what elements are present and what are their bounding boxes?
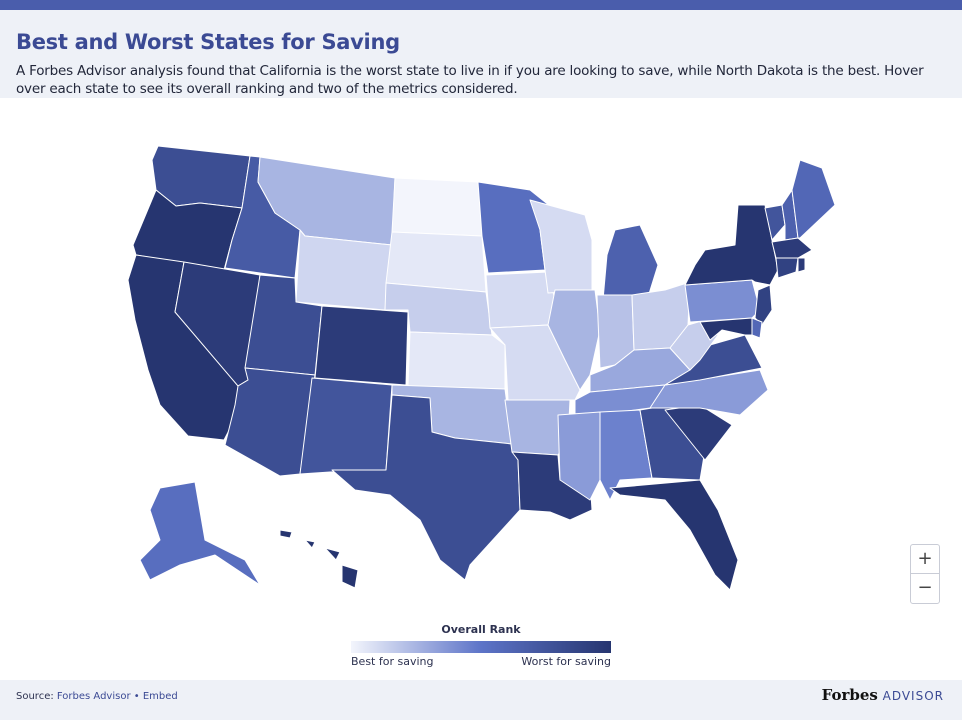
footer — [0, 680, 962, 720]
zoom-in-button[interactable]: + — [917, 548, 933, 569]
legend-gradient — [351, 641, 611, 653]
state-il[interactable] — [547, 289, 601, 391]
state-nc[interactable] — [649, 369, 769, 416]
source-line: Source: Forbes Advisor • Embed — [16, 691, 178, 702]
zoom-divider — [911, 573, 939, 574]
state-hi[interactable] — [279, 529, 359, 589]
brand-main: Forbes — [821, 686, 878, 704]
legend-title: Overall Rank — [441, 623, 521, 636]
header: Best and Worst States for Saving A Forbe… — [0, 10, 962, 98]
state-ct[interactable] — [775, 257, 799, 279]
legend-high-label: Worst for saving — [521, 655, 611, 668]
state-ks[interactable] — [407, 331, 506, 390]
state-tx[interactable] — [331, 394, 521, 581]
state-co[interactable] — [314, 305, 409, 386]
state-nj[interactable] — [754, 284, 773, 326]
us-map — [127, 145, 836, 591]
state-ri[interactable] — [797, 257, 806, 273]
page-subtitle: A Forbes Advisor analysis found that Cal… — [16, 63, 924, 97]
zoom-out-button[interactable]: − — [917, 577, 933, 598]
state-ak[interactable] — [139, 481, 261, 586]
state-md[interactable] — [699, 317, 753, 341]
state-la[interactable] — [511, 451, 593, 521]
embed-link[interactable]: Embed — [142, 691, 178, 702]
forbes-advisor-logo: Forbes ADVISOR — [822, 686, 944, 704]
state-nm[interactable] — [299, 377, 393, 475]
state-ma[interactable] — [771, 237, 813, 259]
zoom-controls: + − — [910, 544, 940, 604]
source-prefix: Source: — [16, 691, 54, 702]
state-mi[interactable] — [602, 224, 659, 301]
state-sd[interactable] — [385, 231, 487, 293]
state-ia[interactable] — [485, 271, 556, 329]
state-de[interactable] — [751, 317, 763, 339]
page-title: Best and Worst States for Saving — [16, 30, 400, 54]
legend-low-label: Best for saving — [351, 655, 434, 668]
state-me[interactable] — [791, 159, 836, 239]
state-ms[interactable] — [557, 411, 601, 501]
state-nd[interactable] — [391, 177, 483, 237]
state-fl[interactable] — [609, 479, 739, 591]
state-wy[interactable] — [295, 229, 393, 311]
source-link[interactable]: Forbes Advisor — [56, 691, 131, 702]
state-pa[interactable] — [684, 279, 761, 323]
source-separator: • — [133, 691, 140, 702]
brand-sub: ADVISOR — [882, 689, 944, 703]
state-ny[interactable] — [684, 204, 779, 286]
top-accent-bar — [0, 0, 962, 10]
